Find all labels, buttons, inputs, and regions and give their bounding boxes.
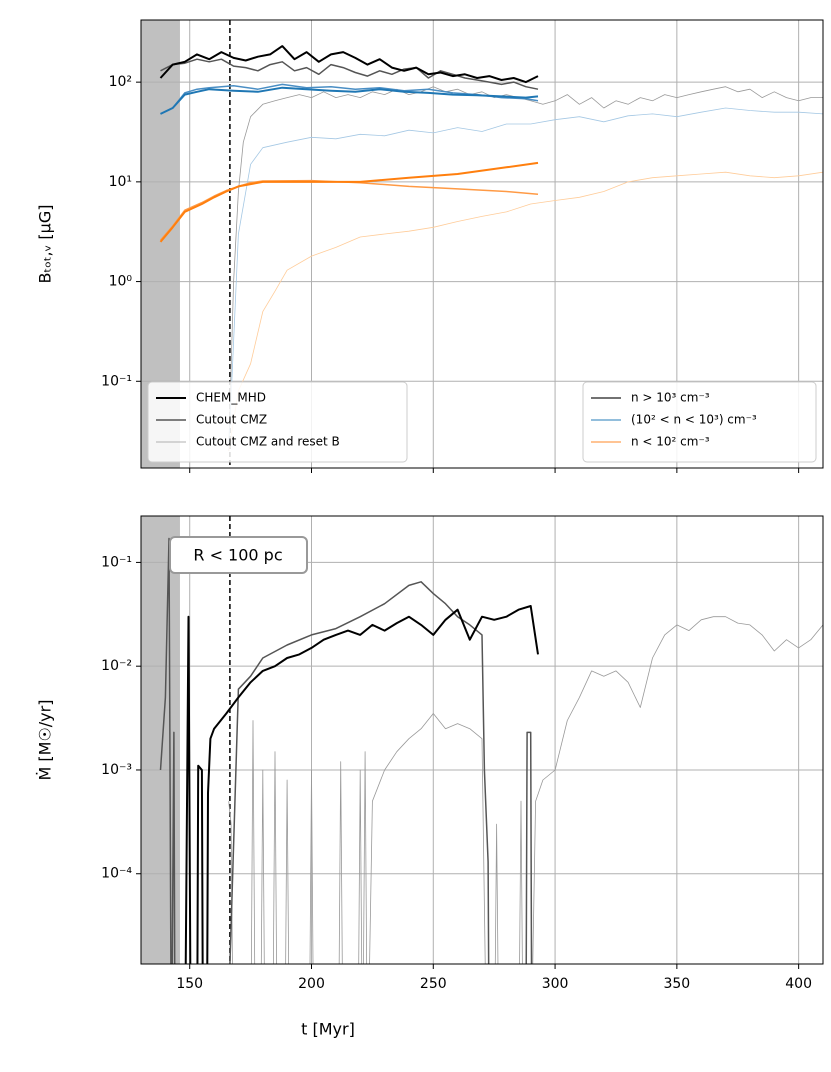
plot-area: [141, 516, 823, 964]
x-tick-label: 250: [420, 976, 447, 992]
line: [228, 616, 823, 964]
line: [159, 537, 533, 964]
line: [228, 107, 823, 452]
y-tick-label: 10²: [109, 74, 132, 90]
y-tick-label: 10⁰: [109, 274, 133, 290]
y-tick-label: 10⁻¹: [101, 373, 132, 389]
axes-frame: [140, 515, 824, 965]
legend-label: n > 10³ cm⁻³: [631, 391, 710, 405]
x-axis-label: t [Myr]: [301, 1020, 355, 1039]
y-tick-label: 10⁻⁴: [101, 866, 132, 882]
y-tick-label: 10⁻³: [101, 762, 132, 778]
x-tick-label: 150: [176, 976, 203, 992]
annotation: R < 100 pc: [193, 546, 282, 565]
legend-box: [582, 381, 817, 463]
legend-label: Cutout CMZ: [196, 413, 267, 427]
line: [159, 45, 539, 84]
line: [160, 58, 539, 90]
legend-label: (10² < n < 10³) cm⁻³: [631, 413, 757, 427]
legend-box: [147, 381, 408, 463]
plot-area: [141, 20, 823, 468]
legend-label: n < 10² cm⁻³: [631, 435, 710, 449]
y-tick-label: 10⁻¹: [101, 554, 132, 570]
line: [159, 161, 539, 243]
y-tick-label: 10¹: [109, 174, 132, 190]
x-tick-label: 350: [663, 976, 690, 992]
legend-label: Cutout CMZ and reset B: [196, 435, 340, 449]
x-tick-label: 200: [298, 976, 325, 992]
axes-frame: [140, 19, 824, 469]
x-tick-label: 400: [785, 976, 812, 992]
x-tick-label: 300: [542, 976, 569, 992]
y-axis-label: Bₜₒₜ,ᵥ [μG]: [36, 205, 55, 284]
y-tick-label: 10⁻²: [101, 658, 132, 674]
line: [228, 171, 823, 452]
line: [184, 605, 539, 964]
y-axis-label: Ṁ [M☉/yr]: [36, 700, 55, 781]
line: [160, 86, 539, 115]
annotation-box: [169, 536, 308, 574]
line: [159, 179, 539, 241]
legend-label: CHEM_MHD: [196, 391, 266, 405]
